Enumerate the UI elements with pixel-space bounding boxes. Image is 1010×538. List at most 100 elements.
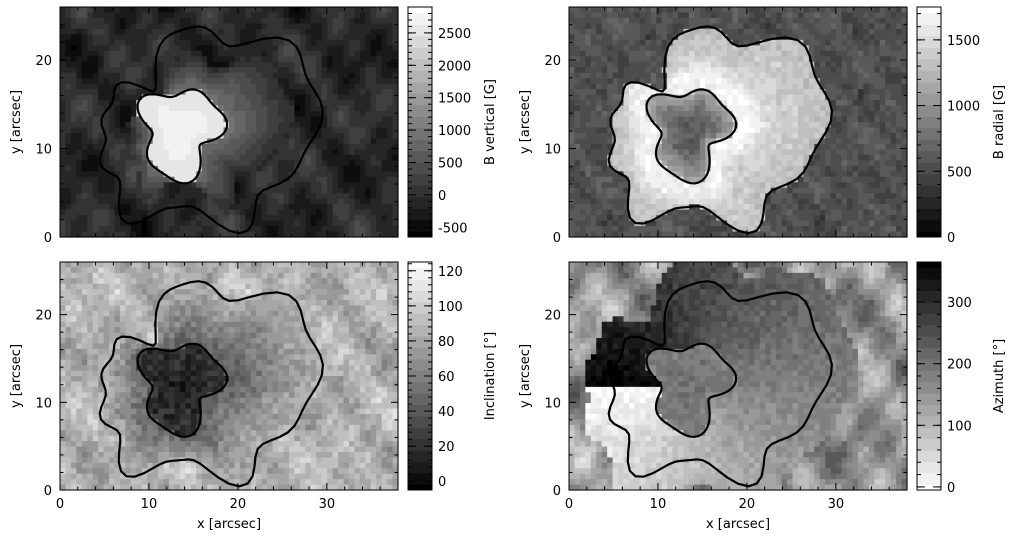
heatmap-cell — [256, 28, 263, 35]
heatmap-cell — [288, 28, 296, 35]
heatmap-cell — [163, 154, 170, 161]
heatmap-cell — [169, 149, 176, 156]
heatmap-cell — [387, 61, 394, 68]
heatmap-cell — [327, 215, 334, 222]
heatmap-cell — [661, 154, 668, 161]
heatmap-cell — [721, 149, 728, 156]
heatmap-cell — [103, 67, 110, 74]
heatmap-cell — [190, 50, 197, 57]
heatmap-cell — [787, 45, 794, 52]
colorbar-step — [408, 219, 432, 226]
heatmap-cell — [770, 17, 777, 25]
heatmap-cell — [256, 111, 263, 118]
heatmap-cell — [601, 23, 608, 30]
heatmap-cell — [256, 176, 263, 183]
heatmap-cell — [196, 12, 203, 19]
heatmap-cell — [283, 193, 290, 200]
heatmap-cell — [130, 132, 137, 140]
heatmap-cell — [797, 56, 805, 63]
heatmap-cell — [327, 28, 334, 35]
heatmap-cell — [623, 105, 630, 112]
heatmap-cell — [261, 67, 268, 74]
heatmap-cell — [585, 154, 592, 161]
heatmap-cell — [667, 61, 674, 68]
colorbar-step — [408, 41, 432, 48]
heatmap-cell — [174, 61, 181, 68]
heatmap-cell — [738, 154, 745, 161]
heatmap-cell — [656, 231, 663, 238]
heatmap-cell — [267, 132, 274, 140]
heatmap-cell — [158, 7, 165, 14]
heatmap-cell — [683, 154, 690, 161]
heatmap-cell — [152, 171, 159, 178]
heatmap-cell — [645, 154, 652, 161]
heatmap-cell — [114, 67, 121, 74]
heatmap-cell — [667, 165, 674, 172]
heatmap-cell — [207, 165, 214, 172]
heatmap-cell — [830, 67, 837, 74]
heatmap-cell — [650, 67, 657, 74]
heatmap-cell — [338, 149, 345, 156]
heatmap-cell — [278, 56, 285, 63]
heatmap-cell — [327, 34, 334, 41]
heatmap-cell — [114, 204, 121, 211]
heatmap-cell — [190, 83, 197, 90]
heatmap-cell — [196, 160, 203, 167]
heatmap-cell — [376, 149, 383, 156]
heatmap-cell — [338, 94, 345, 101]
heatmap-cell — [601, 160, 608, 167]
heatmap-cell — [694, 83, 701, 90]
heatmap-cell — [114, 17, 121, 25]
heatmap-cell — [125, 187, 132, 194]
heatmap-cell — [141, 149, 148, 156]
heatmap-cell — [381, 116, 388, 123]
heatmap-cell — [634, 105, 641, 112]
heatmap-cell — [716, 78, 723, 85]
heatmap-cell — [218, 78, 225, 85]
heatmap-cell — [743, 220, 750, 227]
heatmap-cell — [163, 72, 170, 79]
heatmap-cell — [607, 89, 614, 96]
heatmap-cell — [310, 143, 317, 150]
heatmap-cell — [656, 193, 663, 200]
heatmap-cell — [727, 34, 734, 41]
heatmap-cell — [596, 100, 603, 107]
heatmap-cell — [667, 17, 674, 25]
heatmap-cell — [267, 187, 274, 194]
heatmap-cell — [836, 67, 843, 74]
heatmap-cell — [607, 132, 614, 140]
heatmap-cell — [381, 34, 388, 41]
heatmap-cell — [612, 78, 619, 85]
heatmap-cell — [294, 143, 301, 150]
heatmap-cell — [223, 149, 230, 156]
heatmap-cell — [283, 215, 290, 222]
heatmap-cell — [847, 94, 854, 101]
heatmap-cell — [705, 7, 712, 14]
heatmap-cell — [70, 209, 77, 216]
heatmap-cell — [776, 220, 783, 227]
heatmap-cell — [288, 204, 296, 211]
heatmap-cell — [639, 39, 646, 46]
heatmap-cell — [808, 215, 815, 222]
heatmap-cell — [716, 160, 723, 167]
heatmap-cell — [656, 176, 663, 183]
heatmap-cell — [130, 72, 137, 79]
heatmap-cell — [623, 34, 630, 41]
heatmap-cell — [218, 176, 225, 183]
heatmap-cell — [830, 50, 837, 57]
heatmap-cell — [650, 111, 657, 118]
heatmap-cell — [639, 45, 646, 52]
heatmap-cell — [672, 56, 679, 63]
heatmap-cell — [716, 67, 723, 74]
heatmap-cell — [748, 50, 755, 57]
heatmap-cell — [267, 105, 274, 112]
heatmap-cell — [732, 83, 739, 90]
heatmap-cell — [169, 83, 176, 90]
heatmap-cell — [212, 28, 219, 35]
heatmap-cell — [683, 111, 690, 118]
heatmap-cell — [721, 171, 728, 178]
heatmap-cell — [381, 45, 388, 52]
heatmap-cell — [814, 204, 821, 211]
heatmap-cell — [623, 28, 630, 35]
heatmap-cell — [65, 198, 72, 205]
